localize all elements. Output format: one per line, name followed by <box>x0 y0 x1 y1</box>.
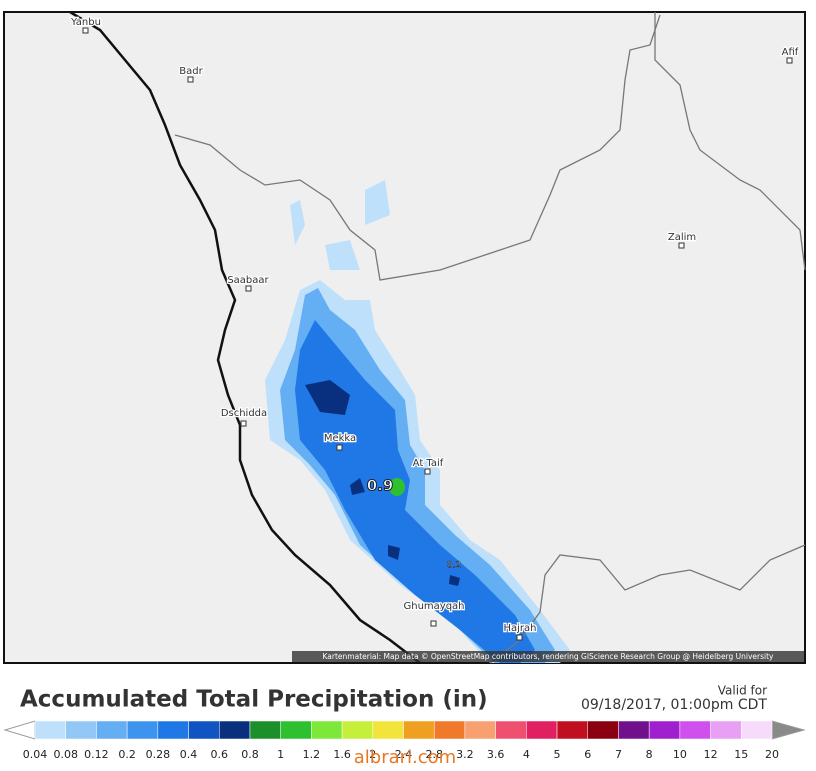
scale-label: 12 <box>704 748 718 761</box>
scale-box <box>341 720 374 740</box>
valid-time: 09/18/2017, 01:00pm CDT <box>581 697 767 713</box>
max-value-label: 0.9 <box>367 477 394 495</box>
scale-box <box>96 720 128 740</box>
city-label: Zalim <box>668 232 696 243</box>
scale-label: 10 <box>673 748 687 761</box>
scale-box <box>188 720 220 740</box>
scale-label: 1.2 <box>303 748 321 761</box>
scale-box <box>311 720 343 740</box>
watermark: albrari.com <box>354 747 456 767</box>
scale-box <box>587 720 619 740</box>
scale-box <box>556 720 589 740</box>
scale-box <box>65 720 97 740</box>
scale-label: 1.6 <box>333 748 351 761</box>
scale-box <box>372 720 404 740</box>
scale-label: 0.28 <box>146 748 171 761</box>
scale-label: 3.2 <box>456 748 474 761</box>
scale-label: 0.12 <box>84 748 109 761</box>
scale-label: 2.4 <box>395 748 413 761</box>
scale-label: 6 <box>584 748 591 761</box>
city-label: Yanbu <box>70 17 101 28</box>
city-label: Hajrah <box>503 623 536 634</box>
city-label: Afif <box>782 47 799 58</box>
scale-label: 8 <box>646 748 653 761</box>
below-arrow <box>3 720 36 740</box>
scale-label: 5 <box>554 748 561 761</box>
scale-label: 7 <box>615 748 622 761</box>
city-label: Saabaar <box>227 275 269 286</box>
valid-label: Valid for <box>718 684 767 698</box>
scale-label: 0.04 <box>23 748 48 761</box>
precipitation <box>265 180 570 663</box>
scale-label: 20 <box>765 748 779 761</box>
scale-box <box>648 720 681 740</box>
scale-box <box>403 720 435 740</box>
city-label: Ghumayqah <box>403 601 464 612</box>
city-label: Mekka <box>324 433 356 444</box>
scale-label: 4 <box>523 748 530 761</box>
scale-box <box>34 720 66 740</box>
scale-box <box>526 720 558 740</box>
above-arrow <box>771 720 806 740</box>
scale-box <box>157 720 189 740</box>
scale-label: 0.8 <box>241 748 259 761</box>
scale-label: 0.4 <box>180 748 198 761</box>
scale-box <box>126 720 159 740</box>
scale-box <box>741 720 773 740</box>
scale-label: 3.6 <box>487 748 505 761</box>
contour-label: 0.2 <box>447 561 461 571</box>
scale-box <box>280 720 312 740</box>
scale-label: 0.2 <box>118 748 136 761</box>
legend-title: Accumulated Total Precipitation (in) <box>20 687 488 713</box>
attribution: Kartenmaterial: Map data © OpenStreetMap… <box>323 652 775 661</box>
scale-box <box>618 720 650 740</box>
scale-box <box>219 720 251 740</box>
scale-label: 15 <box>734 748 748 761</box>
color-scale: 0.04 0.08 0.12 0.2 0.28 0.4 0.6 0.8 1 1.2 1.6 2 2.4 2… <box>3 720 806 761</box>
city-label: Dschidda <box>221 408 267 419</box>
scale-box <box>464 720 496 740</box>
scale-box <box>495 720 527 740</box>
scale-label: 1 <box>277 748 284 761</box>
cities: Yanbu Badr Afif Zalim Saabaar Dschidda M… <box>69 16 800 641</box>
city-label: Badr <box>179 66 203 77</box>
scale-box <box>679 720 711 740</box>
scale-label: 0.6 <box>211 748 229 761</box>
scale-label: 2.8 <box>425 748 443 761</box>
scale-box <box>249 720 281 740</box>
borders <box>69 10 806 664</box>
scale-label: 2 <box>369 748 376 761</box>
scale-box <box>433 720 466 740</box>
city-label: At Taif <box>413 458 444 469</box>
scale-label: 0.08 <box>53 748 78 761</box>
scale-box <box>710 720 742 740</box>
